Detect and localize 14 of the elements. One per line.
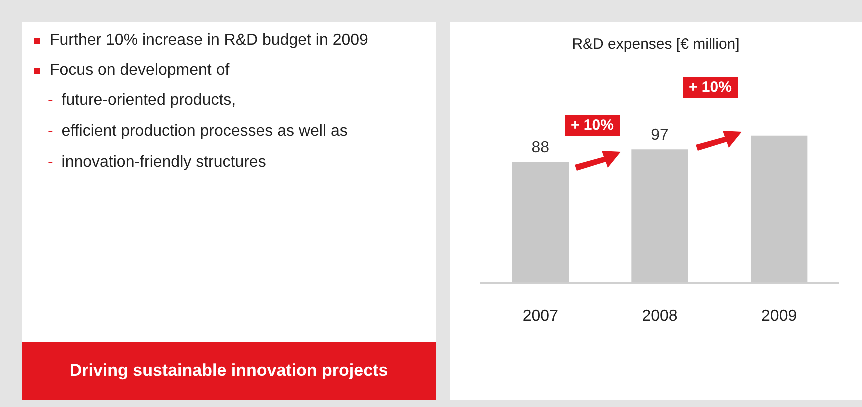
x-tick-label: 2009 xyxy=(762,308,798,325)
data-label: 88 xyxy=(532,139,550,156)
text: Further 10% increase in R&D budget in 2009 xyxy=(50,32,368,50)
text: Driving sustainable innovation projects xyxy=(22,342,436,400)
text: + 10% xyxy=(565,115,620,136)
x-tick-label: 2008 xyxy=(642,308,678,325)
text: - future-oriented products, xyxy=(48,92,236,109)
chart-title: R&D expenses [€ million] xyxy=(572,36,740,54)
text: - efficient production processes as well as xyxy=(48,123,348,140)
text: Focus on development of xyxy=(50,62,230,80)
text: - innovation-friendly structures xyxy=(48,154,266,171)
data-label: 97 xyxy=(651,126,669,144)
x-tick-label: 2007 xyxy=(522,308,559,325)
text: + 10% xyxy=(683,77,738,98)
